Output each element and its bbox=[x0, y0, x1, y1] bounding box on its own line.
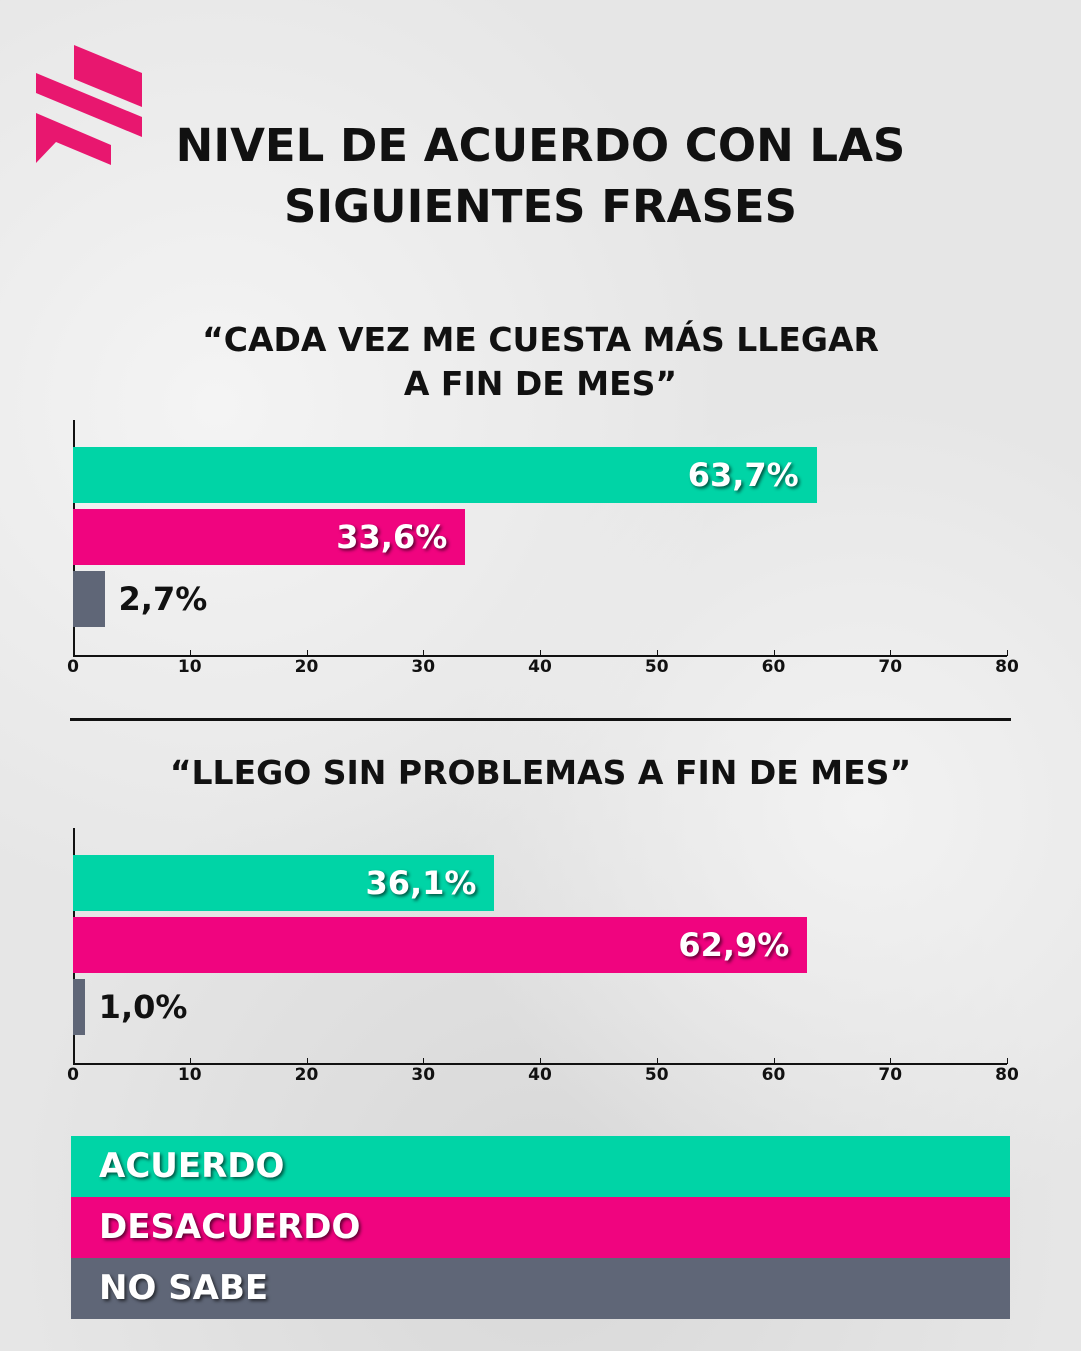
chart-2: 36,1% 62,9% 1,0% 0 10 20 30 40 50 60 70 80 bbox=[67, 828, 1019, 1088]
x-tick-label: 50 bbox=[644, 657, 669, 677]
x-tick-mark bbox=[540, 1058, 541, 1064]
x-tick-mark bbox=[189, 1058, 191, 1064]
x-tick-label: 0 bbox=[67, 1065, 79, 1085]
legend-desacuerdo: DESACUERDO bbox=[71, 1197, 1010, 1258]
x-tick-label: 20 bbox=[294, 1065, 319, 1085]
x-tick-label: 80 bbox=[995, 657, 1019, 677]
chart-2-title-line-1: “LLEGO SIN PROBLEMAS A FIN DE MES” bbox=[169, 753, 912, 792]
data-label-no-sabe: 1,0% bbox=[98, 988, 188, 1026]
x-tick-mark bbox=[540, 650, 541, 656]
x-tick-label: 0 bbox=[67, 657, 79, 677]
x-tick-label: 10 bbox=[177, 1065, 202, 1085]
x-axis bbox=[73, 655, 1007, 657]
brand-logo bbox=[36, 45, 142, 165]
data-label-acuerdo: 36,1% bbox=[365, 864, 477, 902]
x-tick-label: 40 bbox=[528, 657, 552, 677]
x-tick-mark bbox=[890, 650, 892, 656]
section-divider bbox=[70, 718, 1011, 721]
legend-label: ACUERDO bbox=[99, 1146, 285, 1186]
x-tick-label: 60 bbox=[761, 657, 786, 677]
data-label-desacuerdo: 33,6% bbox=[336, 518, 448, 556]
legend-label: NO SABE bbox=[99, 1268, 269, 1308]
x-axis bbox=[73, 1063, 1007, 1065]
x-tick-mark bbox=[189, 650, 191, 656]
x-tick-mark bbox=[73, 1058, 74, 1064]
x-tick-label: 70 bbox=[878, 1065, 903, 1085]
bar-no-sabe bbox=[73, 571, 105, 627]
x-tick-mark bbox=[890, 1058, 892, 1064]
x-tick-mark bbox=[306, 1058, 308, 1064]
x-tick-mark bbox=[1007, 1058, 1008, 1064]
x-tick-label: 30 bbox=[411, 657, 436, 677]
legend-no-sabe: NO SABE bbox=[71, 1258, 1010, 1319]
x-tick-mark bbox=[773, 650, 775, 656]
legend-label: DESACUERDO bbox=[99, 1207, 361, 1247]
x-tick-mark bbox=[423, 1058, 425, 1064]
bar-no-sabe bbox=[73, 979, 85, 1035]
chart-1-title-line-1: “CADA VEZ ME CUESTA MÁS LLEGAR bbox=[202, 320, 879, 359]
x-tick-label: 60 bbox=[761, 1065, 786, 1085]
data-label-desacuerdo: 62,9% bbox=[678, 926, 790, 964]
x-tick-mark bbox=[306, 650, 308, 656]
bar-desacuerdo bbox=[73, 509, 466, 565]
x-tick-label: 80 bbox=[995, 1065, 1019, 1085]
x-tick-label: 40 bbox=[528, 1065, 552, 1085]
data-label-no-sabe: 2,7% bbox=[118, 580, 208, 618]
title-line-2: SIGUIENTES FRASES bbox=[283, 180, 798, 233]
chart-1: 63,7% 33,6% 2,7% 0 10 20 30 40 50 60 70 80 bbox=[67, 420, 1019, 680]
page-title: NIVEL DE ACUERDO CON LAS SIGUIENTES FRAS… bbox=[0, 115, 1081, 237]
bar-desacuerdo bbox=[73, 917, 808, 973]
x-tick-label: 50 bbox=[644, 1065, 669, 1085]
bar-acuerdo bbox=[73, 855, 495, 911]
x-tick-label: 20 bbox=[294, 657, 319, 677]
x-tick-mark bbox=[656, 650, 658, 656]
x-tick-mark bbox=[423, 650, 425, 656]
data-label-acuerdo: 63,7% bbox=[687, 456, 799, 494]
x-tick-mark bbox=[1007, 650, 1008, 656]
title-line-1: NIVEL DE ACUERDO CON LAS bbox=[175, 119, 906, 172]
bar-acuerdo bbox=[73, 447, 817, 503]
legend-acuerdo: ACUERDO bbox=[71, 1136, 1010, 1197]
chart-2-title: “LLEGO SIN PROBLEMAS A FIN DE MES” bbox=[0, 751, 1081, 795]
x-tick-mark bbox=[73, 650, 74, 656]
x-tick-label: 10 bbox=[177, 657, 202, 677]
chart-1-title: “CADA VEZ ME CUESTA MÁS LLEGAR A FIN DE … bbox=[0, 318, 1081, 406]
x-tick-mark bbox=[656, 1058, 658, 1064]
chart-1-title-line-2: A FIN DE MES” bbox=[403, 364, 678, 403]
x-tick-label: 30 bbox=[411, 1065, 436, 1085]
x-tick-mark bbox=[773, 1058, 775, 1064]
x-tick-label: 70 bbox=[878, 657, 903, 677]
